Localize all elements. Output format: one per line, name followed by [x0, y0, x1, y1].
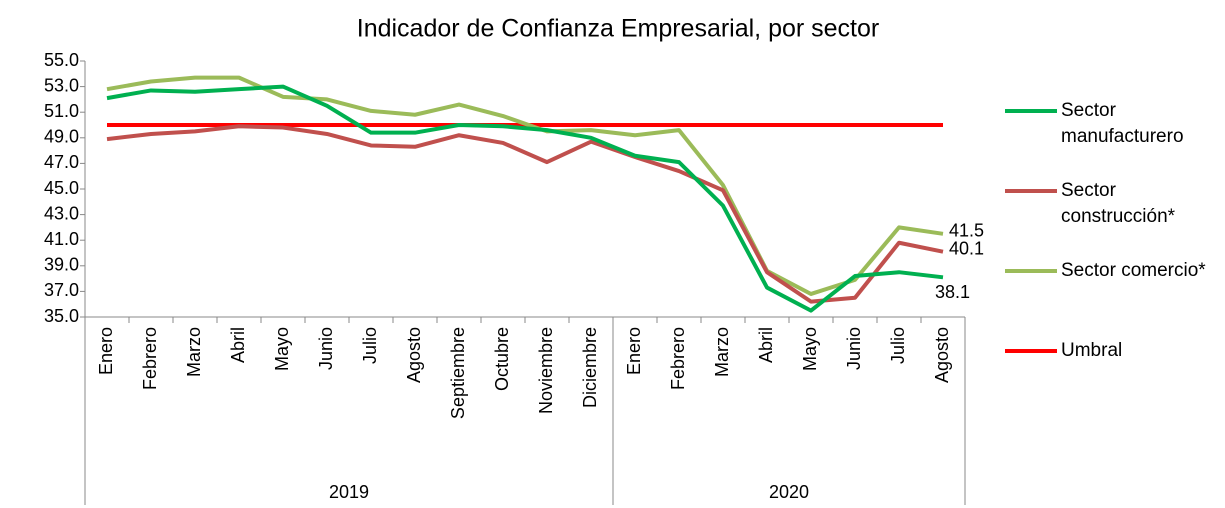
x-tick-label: Septiembre [448, 327, 468, 419]
data-label: 41.5 [949, 221, 984, 241]
x-tick-label: Abril [756, 327, 776, 363]
legend-swatch [1005, 189, 1057, 193]
x-tick-label: Enero [624, 327, 644, 375]
x-tick-label: Julio [360, 327, 380, 364]
x-tick-label: Mayo [272, 327, 292, 371]
y-tick-label: 55.0 [44, 50, 79, 70]
x-tick-label: Abril [228, 327, 248, 363]
x-tick-label: Agosto [932, 327, 952, 383]
x-tick-label: Marzo [712, 327, 732, 377]
y-tick-label: 49.0 [44, 127, 79, 147]
legend-label: Umbral [1061, 340, 1123, 361]
x-tick-label: Diciembre [580, 327, 600, 408]
x-tick-label: Julio [888, 327, 908, 364]
x-tick-label: Octubre [492, 327, 512, 391]
y-tick-label: 41.0 [44, 229, 79, 249]
y-tick-label: 47.0 [44, 152, 79, 172]
legend-item: Sector manufacturero [1005, 98, 1225, 178]
series-line [106, 124, 944, 304]
y-tick-label: 39.0 [44, 255, 79, 275]
y-tick-label: 53.0 [44, 75, 79, 95]
x-tick-label: Febrero [140, 327, 160, 390]
series-line [106, 75, 944, 296]
legend-swatch [1005, 349, 1057, 353]
x-tick-label: Junio [844, 327, 864, 370]
chart-title: Indicador de Confianza Empresarial, por … [357, 15, 880, 43]
legend-label: Sector comercio* [1061, 260, 1206, 281]
x-tick-label: Junio [316, 327, 336, 370]
legend-label: Sector manufacturero [1061, 100, 1184, 147]
y-tick-label: 43.0 [44, 203, 79, 223]
group-label: 2020 [769, 482, 809, 502]
y-tick-label: 35.0 [44, 306, 79, 326]
legend-label: Sector construcción* [1061, 180, 1176, 227]
series-line [106, 84, 944, 313]
x-tick-label: Mayo [800, 327, 820, 371]
group-label: 2019 [329, 482, 369, 502]
x-tick-label: Marzo [184, 327, 204, 377]
legend-item: Sector construcción* [1005, 178, 1225, 258]
x-tick-label: Febrero [668, 327, 688, 390]
legend-item: Umbral [1005, 338, 1225, 368]
y-tick-label: 37.0 [44, 280, 79, 300]
y-tick-label: 51.0 [44, 101, 79, 121]
legend-item: Sector comercio* [1005, 258, 1225, 338]
x-tick-label: Enero [96, 327, 116, 375]
data-label: 38.1 [935, 282, 970, 302]
x-tick-label: Noviembre [536, 327, 556, 414]
chart: Indicador de Confianza Empresarial, por … [44, 15, 984, 505]
legend-swatch [1005, 269, 1057, 273]
x-tick-label: Agosto [404, 327, 424, 383]
legend: Sector manufacturero Sector construcción*… [1005, 98, 1220, 368]
data-label: 40.1 [949, 238, 984, 258]
y-tick-label: 45.0 [44, 178, 79, 198]
legend-swatch [1005, 109, 1057, 113]
